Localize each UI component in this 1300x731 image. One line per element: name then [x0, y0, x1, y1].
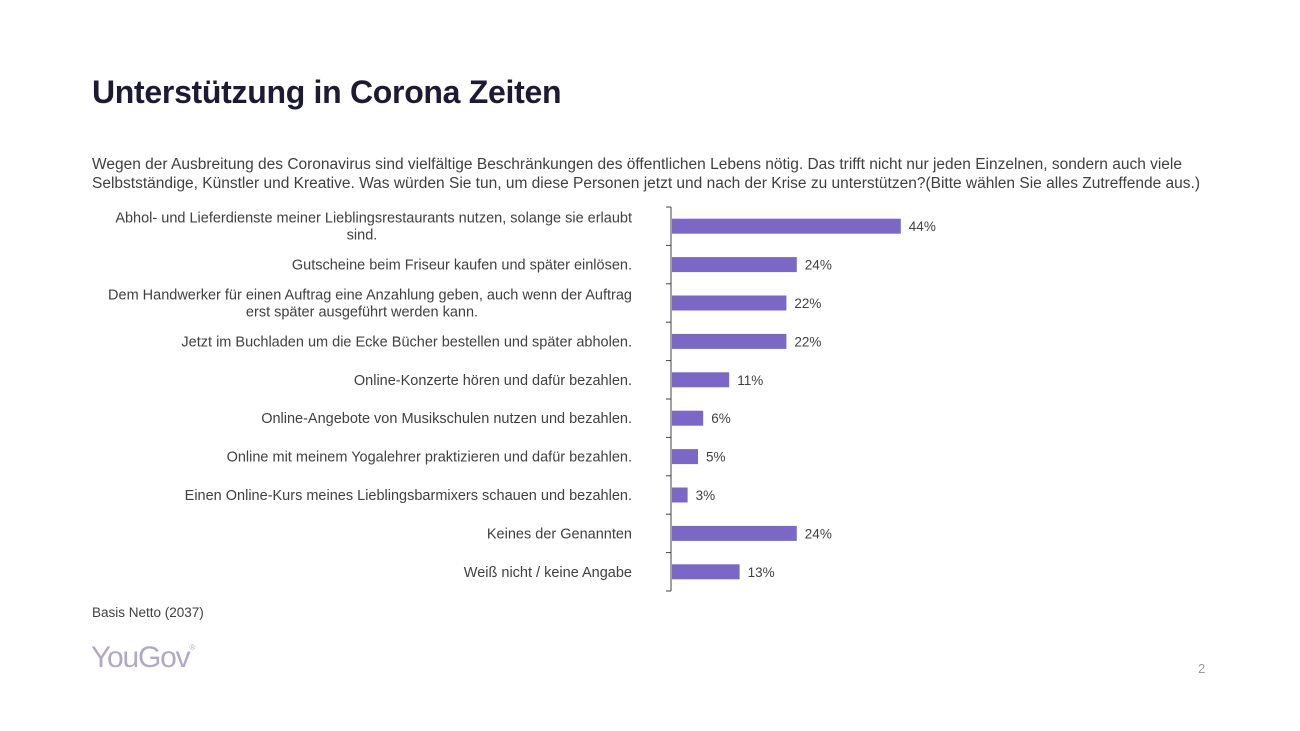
- data-label-1: 44%: [909, 219, 936, 234]
- bar-1: [672, 218, 901, 234]
- category-label-1-line-1: Abhol- und Lieferdienste meiner Liebling…: [115, 211, 632, 227]
- bar-8: [672, 487, 688, 503]
- category-label-8: Einen Online-Kurs meines Lieblingsbarmix…: [185, 488, 632, 504]
- data-label-6: 6%: [711, 411, 731, 426]
- bar-4: [672, 333, 787, 349]
- data-label-7: 5%: [706, 450, 726, 465]
- category-label-2: Gutscheine beim Friseur kaufen und späte…: [292, 258, 632, 274]
- page-number: 2: [1198, 661, 1206, 676]
- data-label-5: 11%: [737, 373, 763, 388]
- category-label-4: Jetzt im Buchladen um die Ecke Bücher be…: [181, 334, 632, 350]
- category-label-7: Online mit meinem Yogalehrer praktiziere…: [227, 450, 632, 466]
- bar-9: [672, 525, 797, 541]
- data-label-9: 24%: [805, 526, 832, 541]
- category-label-3-line-2: erst später ausgeführt werden kann.: [246, 305, 478, 321]
- bar-10: [672, 564, 740, 580]
- bar-7: [672, 449, 698, 465]
- logo-text: YouGov: [91, 641, 191, 674]
- logo-registered-mark: ®: [189, 643, 196, 652]
- data-label-10: 13%: [748, 565, 775, 580]
- data-label-2: 24%: [805, 258, 832, 273]
- bar-5: [672, 372, 730, 388]
- category-label-1-line-2: sind.: [347, 228, 378, 244]
- slide-title: Unterstützung in Corona Zeiten: [92, 74, 562, 110]
- yougov-logo: YouGov®: [91, 641, 195, 675]
- bar-6: [672, 410, 704, 426]
- category-label-10: Weiß nicht / keine Angabe: [464, 565, 632, 581]
- data-label-8: 3%: [696, 488, 716, 503]
- category-label-9: Keines der Genannten: [487, 526, 632, 542]
- data-label-4: 22%: [794, 334, 821, 349]
- base-note: Basis Netto (2037): [92, 605, 204, 620]
- category-label-6: Online-Angebote von Musikschulen nutzen …: [261, 411, 632, 427]
- category-label-5: Online-Konzerte hören und dafür bezahlen…: [354, 373, 632, 389]
- survey-question: Wegen der Ausbreitung des Coronavirus si…: [92, 156, 1201, 192]
- bar-3: [672, 295, 787, 311]
- category-label-3-line-1: Dem Handwerker für einen Auftrag eine An…: [108, 288, 632, 304]
- data-label-3: 22%: [794, 296, 821, 311]
- bar-2: [672, 257, 797, 273]
